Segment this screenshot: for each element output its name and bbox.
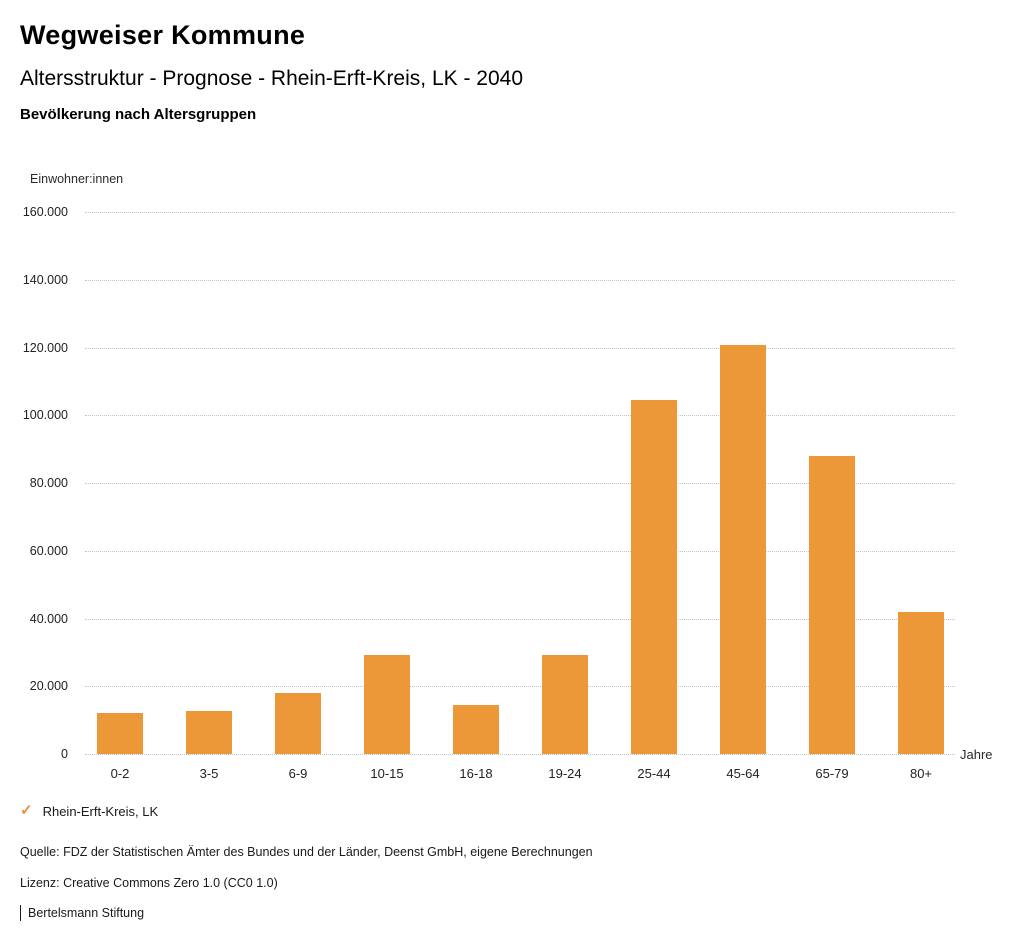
bar-45-64 [720,345,766,754]
brand-title: Wegweiser Kommune [20,20,306,50]
bar-19-24 [542,655,588,754]
chart-subtitle: Bevölkerung nach Altersgruppen [20,106,257,123]
legend-label: Rhein-Erft-Kreis, LK [42,803,159,819]
y-tick-label: 120.000 [22,340,68,355]
x-tick-label: 10-15 [370,766,404,781]
legend-series-toggle[interactable]: ✓ Rhein-Erft-Kreis, LK [20,803,158,819]
x-tick-label: 65-79 [815,766,849,781]
bar-6-9 [275,692,321,754]
bar-10-15 [364,655,410,754]
bar-16-18 [453,704,499,754]
x-tick-label: 45-64 [726,766,760,781]
y-tick-label: 0 [61,747,68,761]
bar-3-5 [186,710,232,754]
gridline [85,618,955,620]
y-tick-label: 100.000 [22,408,68,423]
bar-25-44 [631,400,677,754]
y-axis-title: Einwohner:innen [30,172,124,186]
x-tick-label: 16-18 [459,766,493,781]
bar-80+ [898,612,944,754]
license-text: Lizenz: Creative Commons Zero 1.0 (CC0 1… [20,876,278,890]
x-tick-label: 80+ [909,766,933,781]
gridline [85,347,955,349]
gridline [85,279,955,281]
x-tick-label: 25-44 [637,766,671,781]
gridline [85,754,955,755]
bar-65-79 [809,455,855,754]
y-tick-label: 140.000 [22,272,68,287]
gridline [85,415,955,417]
x-tick-label: 0-2 [110,766,130,781]
y-tick-label: 20.000 [29,679,68,694]
check-icon[interactable]: ✓ [20,802,33,819]
gridline [85,686,955,688]
y-tick-label: 80.000 [29,476,68,490]
gridline [85,212,955,213]
gridline [85,550,955,552]
bar-0-2 [97,712,143,754]
y-tick-label: 60.000 [29,543,68,558]
attribution-text: Bertelsmann Stiftung [20,905,144,921]
source-text: Quelle: FDZ der Statistischen Ämter des … [20,845,593,859]
y-tick-label: 160.000 [22,205,68,219]
x-tick-label: 6-9 [288,766,308,781]
page-title: Altersstruktur - Prognose - Rhein-Erft-K… [20,67,524,90]
x-tick-label: 19-24 [548,766,582,781]
x-tick-label: 3-5 [199,766,219,781]
gridline [85,483,955,484]
y-tick-label: 40.000 [29,611,68,626]
x-axis-title: Jahre [960,747,993,762]
